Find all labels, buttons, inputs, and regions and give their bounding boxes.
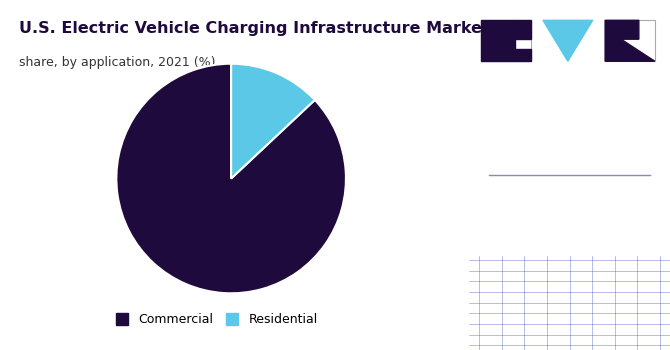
Polygon shape [605, 20, 655, 61]
Wedge shape [117, 64, 346, 293]
Text: GRAND VIEW RESEARCH: GRAND VIEW RESEARCH [517, 80, 622, 90]
Text: Source:
www.grandviewresearch.com: Source: www.grandviewresearch.com [485, 270, 647, 294]
Wedge shape [231, 64, 315, 178]
FancyBboxPatch shape [481, 20, 531, 61]
Legend: Commercial, Residential: Commercial, Residential [112, 310, 322, 330]
Polygon shape [543, 20, 593, 61]
Text: $2.9B: $2.9B [520, 140, 619, 169]
Polygon shape [481, 20, 515, 61]
Polygon shape [515, 49, 531, 61]
Text: share, by application, 2021 (%): share, by application, 2021 (%) [19, 56, 215, 69]
Polygon shape [515, 20, 531, 39]
FancyBboxPatch shape [605, 20, 655, 61]
Text: U.S. Market Size,
2021: U.S. Market Size, 2021 [520, 178, 619, 210]
Text: U.S. Electric Vehicle Charging Infrastructure Market: U.S. Electric Vehicle Charging Infrastru… [19, 21, 490, 36]
